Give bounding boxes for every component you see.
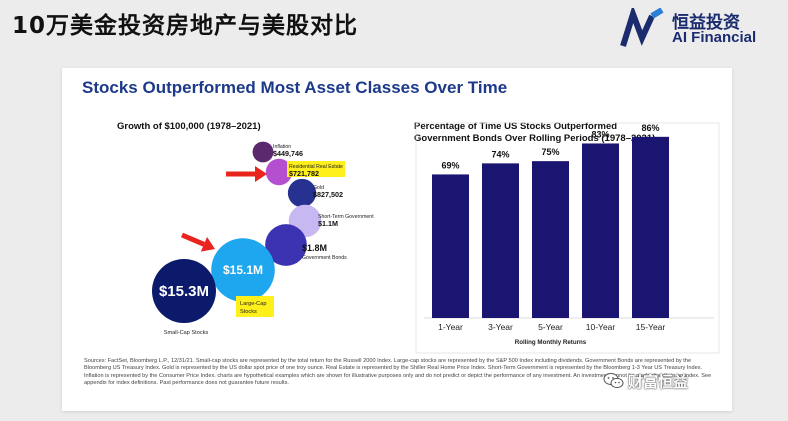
arrow-real-estate	[226, 166, 267, 182]
bar-chart-title-line2: Government Bonds Over Rolling Periods (1…	[414, 133, 656, 144]
bubble-large-cap-name-label-line1: Large-Cap	[240, 301, 266, 307]
bar-tick-label-1-Year: 1-Year	[438, 322, 463, 332]
bar-data-label-5-Year: 75%	[541, 147, 559, 157]
page-title: 10万美金投资房地产与美股对比	[12, 13, 359, 39]
bar-chart-title: Percentage of Time US Stocks Outperforme…	[414, 121, 694, 145]
bubble-inflation	[252, 141, 274, 163]
bar-data-label-1-Year: 69%	[441, 160, 459, 170]
brand-english-name: AI Financial	[672, 29, 757, 46]
bar-tick-label-10-Year: 10-Year	[586, 322, 616, 332]
bar-chart: 69% 1-Year 74% 3-Year 75% 5-Year 83% 10-Year 86%…	[415, 122, 720, 354]
card-heading: Stocks Outperformed Most Asset Classes O…	[82, 78, 508, 97]
bubble-real-estate-name-label: Residential Real Estate	[289, 164, 343, 170]
brand-mark-icon	[620, 8, 664, 47]
bubble-gold-value-label: $827,502	[313, 190, 343, 199]
footnote: Sources: FactSet, Bloomberg L.P., 12/31/…	[84, 358, 712, 387]
bubble-chart-title: Growth of $100,000 (1978–2021)	[117, 121, 261, 132]
bubble-government-bonds	[265, 224, 307, 266]
brand-logo: 恒益投资 AI Financial	[620, 6, 780, 48]
bubble-real-estate	[265, 158, 293, 186]
bubble-small-cap-stocks	[152, 259, 216, 323]
bubble-government-bonds-value-label: $1.8M	[302, 243, 327, 253]
bubble-large-cap-value-label: $15.1M	[223, 263, 263, 277]
bubble-short-term-government-name-label: Short-Term Government	[318, 214, 374, 220]
arrow-large-cap-shaft	[181, 232, 205, 247]
bubble-real-estate-highlight	[287, 161, 345, 177]
bubble-small-cap-value-label: $15.3M	[159, 283, 209, 300]
arrow-large-cap-head	[200, 236, 215, 252]
bar-plot-frame	[415, 122, 720, 354]
bar-1-Year	[432, 174, 469, 318]
bar-tick-label-15-Year: 15-Year	[636, 322, 666, 332]
bubble-short-term-government-value-label: $1.1M	[318, 219, 338, 228]
bubble-large-cap-stocks	[211, 238, 275, 302]
bar-3-Year	[482, 163, 519, 318]
bubble-chart: Inflation$449,746 Residential Real Estate…	[152, 141, 374, 336]
bar-15-Year	[632, 136, 669, 318]
bar-data-label-3-Year: 74%	[491, 149, 509, 159]
bubble-inflation-name-label: Inflation	[273, 144, 291, 150]
bubble-government-bonds-name-label: Government Bonds	[302, 255, 347, 261]
bubble-large-cap-highlight	[236, 296, 274, 317]
bubble-gold	[287, 178, 317, 208]
bar-5-Year	[532, 161, 569, 318]
bar-data-label-15-Year: 86%	[641, 123, 659, 133]
arrow-large-cap	[181, 232, 215, 252]
bar-tick-label-5-Year: 5-Year	[538, 322, 563, 332]
bubble-real-estate-value-label: $721,782	[289, 169, 319, 178]
bubble-inflation-value-label: $449,746	[273, 149, 303, 158]
bar-tick-label-3-Year: 3-Year	[488, 322, 513, 332]
bar-10-Year	[582, 143, 619, 318]
bubble-small-cap-name-label: Small-Cap Stocks	[164, 330, 209, 336]
watermark: 财富恒益	[628, 373, 689, 391]
bar-x-axis-title: Rolling Monthly Returns	[515, 339, 587, 346]
bar-data-label-10-Year: 83%	[591, 129, 609, 139]
arrow-real-estate-head	[255, 166, 267, 182]
chart-card: Stocks Outperformed Most Asset Classes O…	[62, 68, 732, 411]
bubble-gold-name-label: Gold	[313, 185, 324, 191]
brand-chinese-name: 恒益投资	[672, 13, 740, 33]
bar-chart-title-line1: Percentage of Time US Stocks Outperforme…	[414, 121, 618, 132]
wechat-icon	[603, 373, 624, 389]
bubble-large-cap-name-label-line2: Stocks	[240, 309, 257, 315]
